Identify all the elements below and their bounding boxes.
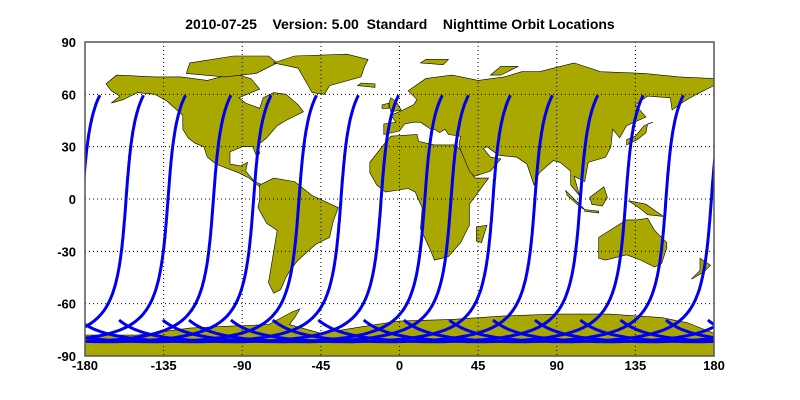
landmass-java: [584, 209, 600, 214]
x-tick-label: 90: [550, 358, 564, 373]
orbit-track-13: [317, 94, 600, 344]
orbit-track-6: [665, 318, 714, 340]
landmass-sumatra: [565, 190, 585, 210]
figure-title: 2010-07-25 Version: 5.00 Standard Nightt…: [185, 16, 615, 32]
x-tick-label: -135: [151, 358, 177, 373]
orbit-track-7: [706, 318, 714, 327]
landmass-novaya-zemlya: [489, 66, 519, 76]
landmass-north-america: [105, 73, 304, 188]
orbit-track-15: [402, 94, 685, 344]
axes-frame: [84, 41, 715, 357]
landmass-japan: [626, 121, 653, 146]
orbit-track-15: [0, 95, 54, 342]
landmass-africa: [369, 134, 490, 261]
plot-area: [0, 42, 800, 356]
x-tick-label: 0: [396, 358, 403, 373]
y-tick-label: 0: [69, 192, 76, 207]
x-tick-label: 45: [471, 358, 485, 373]
landmass-australia: [598, 217, 668, 268]
landmass-ireland: [381, 102, 390, 109]
orbit-track-12: [271, 94, 554, 344]
x-tick-label: 180: [703, 358, 725, 373]
orbit-track-9: [792, 95, 800, 342]
orbit-track-8: [118, 94, 400, 344]
y-tick-label: 90: [62, 35, 76, 50]
y-tick-label: 60: [62, 87, 76, 102]
landmass-south-america: [257, 177, 339, 294]
x-tick-label: 135: [625, 358, 647, 373]
landmass-madagascar: [476, 224, 488, 243]
orbit-track-6: [85, 94, 318, 344]
landmass-new-zealand: [691, 257, 711, 280]
y-tick-label: 30: [62, 140, 76, 155]
y-tick-label: -30: [57, 244, 76, 259]
orbit-track-8: [748, 95, 800, 342]
orbit-track-2: [85, 94, 145, 329]
x-tick-label: -45: [311, 358, 330, 373]
landmass-new-guinea: [628, 200, 664, 217]
orbit-track-9: [161, 94, 444, 344]
x-tick-label: -90: [233, 358, 252, 373]
orbit-track-1: [85, 94, 102, 184]
orbit-track-14: [0, 95, 14, 342]
landmass-iceland: [356, 82, 376, 88]
y-tick-label: -90: [57, 349, 76, 364]
orbit-track-4: [579, 318, 714, 344]
x-tick-label: -180: [72, 358, 98, 373]
orbit-track-3: [85, 94, 187, 340]
y-tick-label: -60: [57, 297, 76, 312]
landmass-arctic-islands: [185, 55, 278, 78]
landmass-borneo: [589, 186, 608, 207]
landmass-svalbard: [419, 59, 450, 66]
landmass-eurasia: [383, 62, 714, 196]
orbit-track-7: [85, 94, 360, 344]
orbit-track-14: [362, 94, 645, 344]
orbit-track-10: [188, 94, 470, 344]
